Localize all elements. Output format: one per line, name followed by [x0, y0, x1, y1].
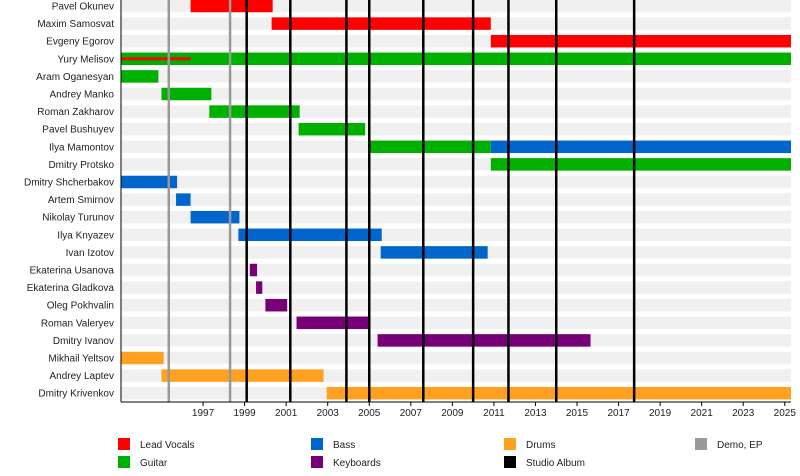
legend-swatch-guitar [118, 456, 130, 468]
bar-guitar [298, 122, 366, 136]
tick-label: 2015 [566, 408, 589, 419]
tick-label: 2021 [691, 408, 714, 419]
member-name: Ekaterina Gladkova [27, 283, 115, 294]
row-background [121, 122, 791, 136]
bar-drums [326, 386, 791, 400]
member-name: Dmitry Shcherbakov [24, 178, 114, 189]
legend-label-guitar: Guitar [140, 458, 168, 469]
member-name: Dmitry Ivanov [53, 336, 114, 347]
legend-swatch-bass [311, 438, 323, 450]
member-name: Maxim Samosvat [37, 19, 114, 30]
member-name: Yury Melisov [57, 54, 114, 65]
release-lines [167, 0, 636, 402]
tick-label: 2007 [400, 408, 423, 419]
row-background [121, 351, 791, 365]
member-name: Roman Zakharov [37, 107, 114, 118]
row-background [121, 0, 791, 13]
bar-bass [490, 140, 791, 154]
bar-vocals [190, 0, 273, 13]
member-name: Pavel Bushuyev [42, 125, 114, 136]
bar-drums [161, 369, 324, 382]
member-name: Mikhail Yeltsov [48, 354, 114, 365]
legend-label-drums: Drums [526, 440, 555, 451]
tick-label: 2017 [607, 408, 630, 419]
tick-label: 2023 [732, 408, 755, 419]
bar-guitar [121, 52, 791, 66]
legend: Lead Vocals Guitar Bass Keyboards Drums Studi… [118, 438, 763, 469]
bar-keys [256, 281, 263, 294]
member-name: Andrey Manko [50, 90, 115, 101]
bar-bass [176, 193, 191, 206]
row-background [121, 263, 791, 277]
member-name: Ilya Knyazev [57, 230, 114, 241]
member-name: Nikolay Turunov [42, 213, 114, 224]
bar-keys [249, 263, 258, 277]
bar-guitar [368, 140, 491, 154]
legend-swatch-album [504, 456, 516, 468]
row-background [121, 228, 791, 242]
member-name: Dmitry Krivenkov [38, 389, 114, 400]
member-name: Oleg Pokhvalin [47, 301, 114, 312]
member-name: Ekaterina Usanova [30, 266, 115, 277]
bar-keys [265, 298, 288, 312]
bar-guitar [161, 87, 212, 101]
member-bars [121, 0, 791, 400]
row-background [121, 70, 791, 83]
tick-label: 1999 [233, 408, 256, 419]
member-name: Ilya Mamontov [49, 142, 114, 153]
legend-label-keys: Keyboards [333, 458, 381, 469]
member-name: Evgeny Egorov [46, 37, 114, 48]
bar-keys [296, 316, 370, 330]
legend-swatch-keys [311, 456, 323, 468]
row-background [121, 175, 791, 189]
member-name: Artem Smirnov [48, 195, 114, 206]
legend-label-vocals: Lead Vocals [140, 440, 195, 451]
member-name: Roman Valeryev [41, 318, 114, 329]
row-background [121, 87, 791, 101]
bar-bass [121, 175, 178, 189]
bar-bass [380, 246, 488, 259]
x-axis: 1997 1999 2001 2003 2005 2007 2009 2011 2013 2015… [120, 0, 797, 419]
member-name: Pavel Okunev [52, 2, 114, 13]
tick-label: 2011 [483, 408, 505, 419]
row-background [121, 298, 791, 312]
legend-swatch-demo [695, 438, 707, 450]
legend-label-demo: Demo, EP [717, 440, 763, 451]
bar-guitar [490, 158, 791, 171]
row-background [121, 316, 791, 330]
bar-guitar [121, 70, 159, 83]
member-name: Dmitry Protsko [48, 160, 114, 171]
tick-label: 2019 [649, 408, 672, 419]
tick-label: 2003 [317, 408, 340, 419]
legend-swatch-vocals [118, 438, 130, 450]
bar-vocals [121, 57, 191, 61]
bar-bass [238, 228, 382, 242]
legend-label-album: Studio Album [526, 458, 585, 469]
row-background [121, 210, 791, 224]
legend-label-bass: Bass [333, 440, 355, 451]
member-name: Andrey Laptev [50, 371, 115, 382]
member-names: Pavel Okunev Maxim Samosvat Evgeny Egorov Y… [24, 2, 114, 400]
tick-label: 2013 [524, 408, 547, 419]
bar-vocals [490, 34, 791, 48]
member-name: Aram Oganesyan [36, 72, 114, 83]
tick-label: 1997 [192, 408, 215, 419]
bar-vocals [271, 17, 491, 30]
member-name: Ivan Izotov [66, 248, 114, 259]
bar-bass [190, 210, 240, 224]
tick-label: 2025 [774, 408, 797, 419]
bar-keys [377, 334, 591, 347]
row-background [121, 281, 791, 294]
tick-label: 2001 [275, 408, 298, 419]
tick-label: 2005 [358, 408, 381, 419]
bar-drums [121, 351, 164, 365]
row-background [121, 193, 791, 206]
bar-guitar [209, 105, 300, 118]
tick-label: 2009 [441, 408, 464, 419]
legend-swatch-drums [504, 438, 516, 450]
